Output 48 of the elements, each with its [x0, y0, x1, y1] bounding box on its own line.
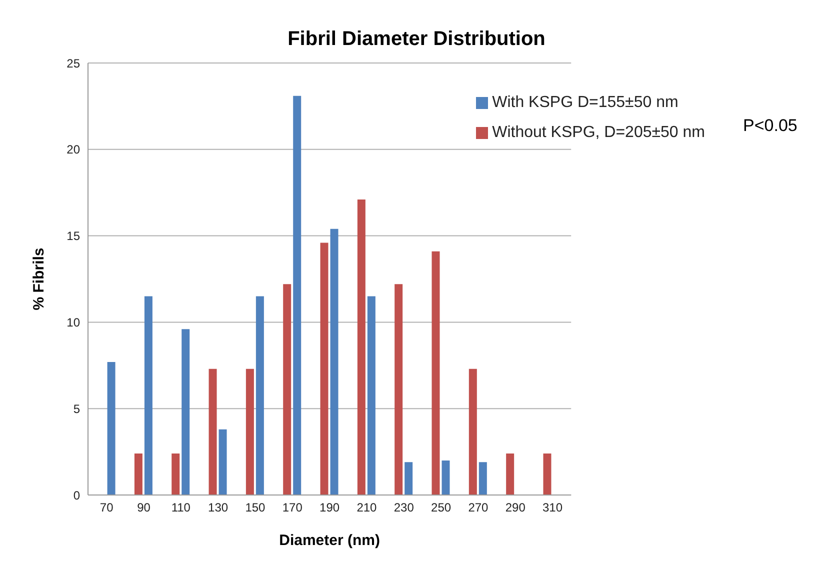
bar: [506, 454, 514, 495]
x-tick-label: 170: [282, 500, 303, 515]
y-axis-title: % Fibrils: [30, 248, 48, 310]
bar: [543, 454, 552, 495]
bar: [468, 368, 477, 495]
bar: [283, 284, 292, 495]
y-tick-label: 10: [66, 315, 80, 330]
legend-label: Without KSPG, D=205±50 nm: [492, 124, 705, 141]
text: P<0.05: [743, 116, 798, 136]
bar: [172, 454, 180, 495]
bar: [442, 460, 450, 495]
bar: [478, 462, 487, 495]
x-tick-label: 290: [505, 500, 526, 515]
y-tick-label: 15: [66, 229, 80, 244]
bar: [432, 251, 440, 495]
bar: [293, 96, 302, 495]
x-tick-label: 90: [137, 500, 151, 515]
bar: [404, 462, 413, 495]
x-tick-label: 70: [100, 500, 114, 515]
bar: [330, 228, 338, 495]
legend-label: With KSPG D=155±50 nm: [492, 94, 678, 111]
y-tick-label: 5: [73, 402, 80, 416]
bar: [144, 296, 152, 495]
x-tick-label: 110: [171, 500, 191, 515]
bar: [208, 368, 217, 495]
x-tick-label: 230: [394, 500, 414, 515]
bar: [246, 368, 254, 495]
x-tick-label: 310: [542, 500, 563, 515]
x-tick-label: 150: [245, 500, 266, 515]
x-tick-label: 130: [208, 500, 228, 515]
bar: [182, 329, 190, 495]
bar: [107, 362, 116, 495]
x-tick-label: 270: [468, 500, 489, 515]
x-axis-title: Diameter (nm): [279, 532, 380, 549]
bar: [218, 429, 227, 495]
x-tick-label: 250: [431, 500, 452, 515]
chart-title: Fibril Diameter Distribution: [286, 28, 546, 51]
bar: [367, 296, 376, 495]
bar: [320, 242, 328, 495]
y-tick-label: 20: [66, 142, 80, 157]
bar: [394, 284, 403, 495]
bar: [256, 296, 264, 495]
bar: [357, 200, 366, 495]
x-tick-label: 210: [356, 500, 378, 515]
bar: [134, 454, 142, 495]
y-tick-label: 25: [66, 56, 80, 70]
x-tick-label: 190: [320, 500, 340, 515]
y-tick-label: 0: [73, 488, 80, 502]
